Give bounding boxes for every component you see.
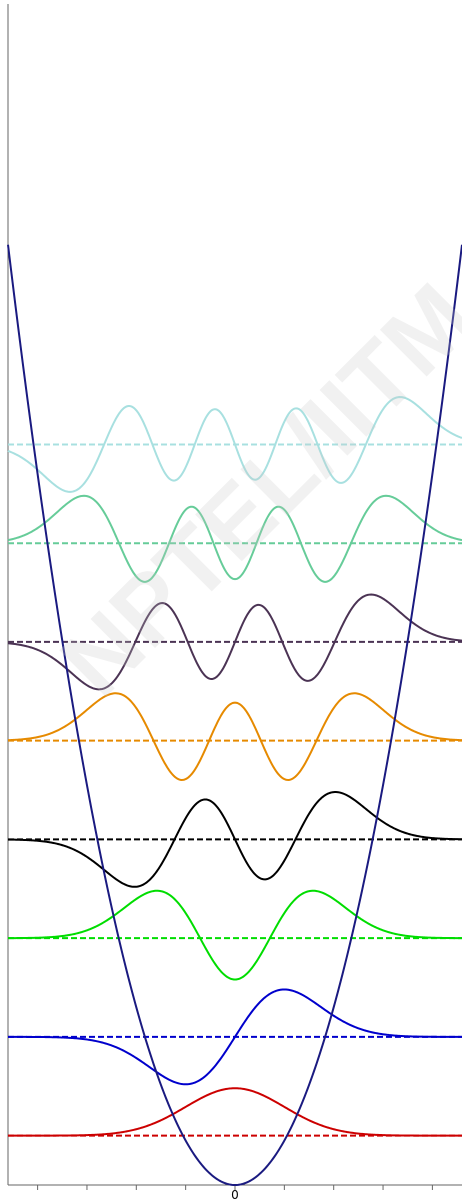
wavefunction-4 [7,692,462,781]
wavefunctions [7,396,462,1137]
wavefunction-1 [8,988,462,1086]
potential-curve [7,244,462,1187]
wavefunction-0 [8,1087,462,1137]
wavefunction-7 [7,396,462,493]
x-tick-label-0: 0 [231,1188,239,1199]
wavefunction-2 [7,889,462,981]
wavefunction-5 [7,593,462,691]
wavefunction-6 [7,494,462,583]
wavefunction-3 [7,791,462,888]
